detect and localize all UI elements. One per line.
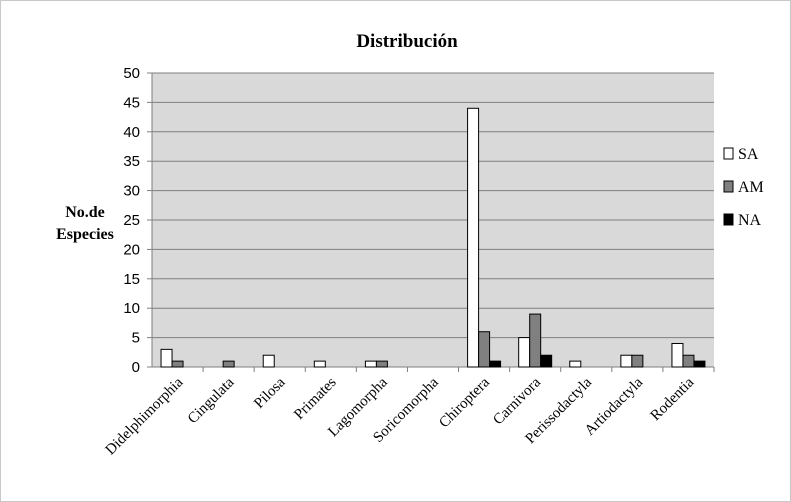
legend-label-sa: SA bbox=[738, 146, 759, 163]
bar-na-rodentia bbox=[693, 360, 706, 368]
x-category-label: Primates bbox=[291, 374, 340, 423]
legend-swatch-am bbox=[723, 180, 734, 193]
y-tick-label: 50 bbox=[123, 65, 140, 82]
legend-swatch-na bbox=[723, 213, 734, 226]
y-tick-label: 25 bbox=[123, 212, 140, 229]
y-tick-label: 35 bbox=[123, 153, 140, 170]
chart-title: Distribución bbox=[356, 31, 458, 52]
bar-sa-perissodactyla bbox=[569, 360, 582, 368]
plot-area: 0 5 10 15 20 25 30 35 40 45 50 DidelphimorphiaCingu… bbox=[103, 65, 715, 458]
bar-am-didelphimorphia bbox=[171, 360, 184, 368]
y-tick-label: 10 bbox=[123, 300, 140, 317]
y-tick-label: 40 bbox=[123, 124, 140, 141]
y-tick-label: 5 bbox=[132, 330, 140, 347]
bar-sa-didelphimorphia bbox=[160, 348, 173, 368]
x-category-label: Rodentia bbox=[648, 374, 698, 424]
y-tick-label: 0 bbox=[132, 359, 140, 376]
y-tick-label: 20 bbox=[123, 241, 140, 258]
legend-swatch-sa bbox=[723, 147, 734, 160]
bar-am-artiodactyla bbox=[631, 354, 644, 368]
y-tick-label: 30 bbox=[123, 183, 140, 200]
bar-sa-primates bbox=[313, 360, 326, 368]
bar-am-chiroptera bbox=[478, 331, 491, 368]
x-category-label: Pilosa bbox=[251, 374, 288, 411]
bar-am-lagomorpha bbox=[375, 360, 388, 368]
bar-na-chiroptera bbox=[489, 360, 502, 368]
bar-sa-carnivora bbox=[518, 337, 531, 368]
bar-sa-artiodactyla bbox=[620, 354, 633, 368]
legend-label-am: AM bbox=[738, 179, 764, 196]
bar-am-cingulata bbox=[222, 360, 235, 368]
bar-sa-pilosa bbox=[262, 354, 275, 368]
legend-label-na: NA bbox=[738, 212, 762, 229]
x-category-label: Carnivora bbox=[490, 374, 544, 428]
bar-sa-chiroptera bbox=[467, 107, 480, 368]
bar-am-carnivora bbox=[529, 313, 542, 368]
bar-sa-rodentia bbox=[671, 342, 684, 368]
bar-am-rodentia bbox=[682, 354, 695, 368]
x-category-label: Didelphimorphia bbox=[103, 374, 187, 458]
y-tick-label: 45 bbox=[123, 94, 140, 111]
y-tick-label: 15 bbox=[123, 271, 140, 288]
legend: SA AM NA bbox=[723, 146, 764, 229]
bar-sa-lagomorpha bbox=[364, 360, 377, 368]
x-category-label: Chiroptera bbox=[436, 374, 493, 431]
y-axis-label-line-2: Especies bbox=[56, 226, 114, 243]
y-axis-label-line-1: No.de bbox=[65, 204, 105, 221]
bar-na-carnivora bbox=[540, 354, 553, 368]
x-category-label: Cingulata bbox=[185, 374, 238, 427]
